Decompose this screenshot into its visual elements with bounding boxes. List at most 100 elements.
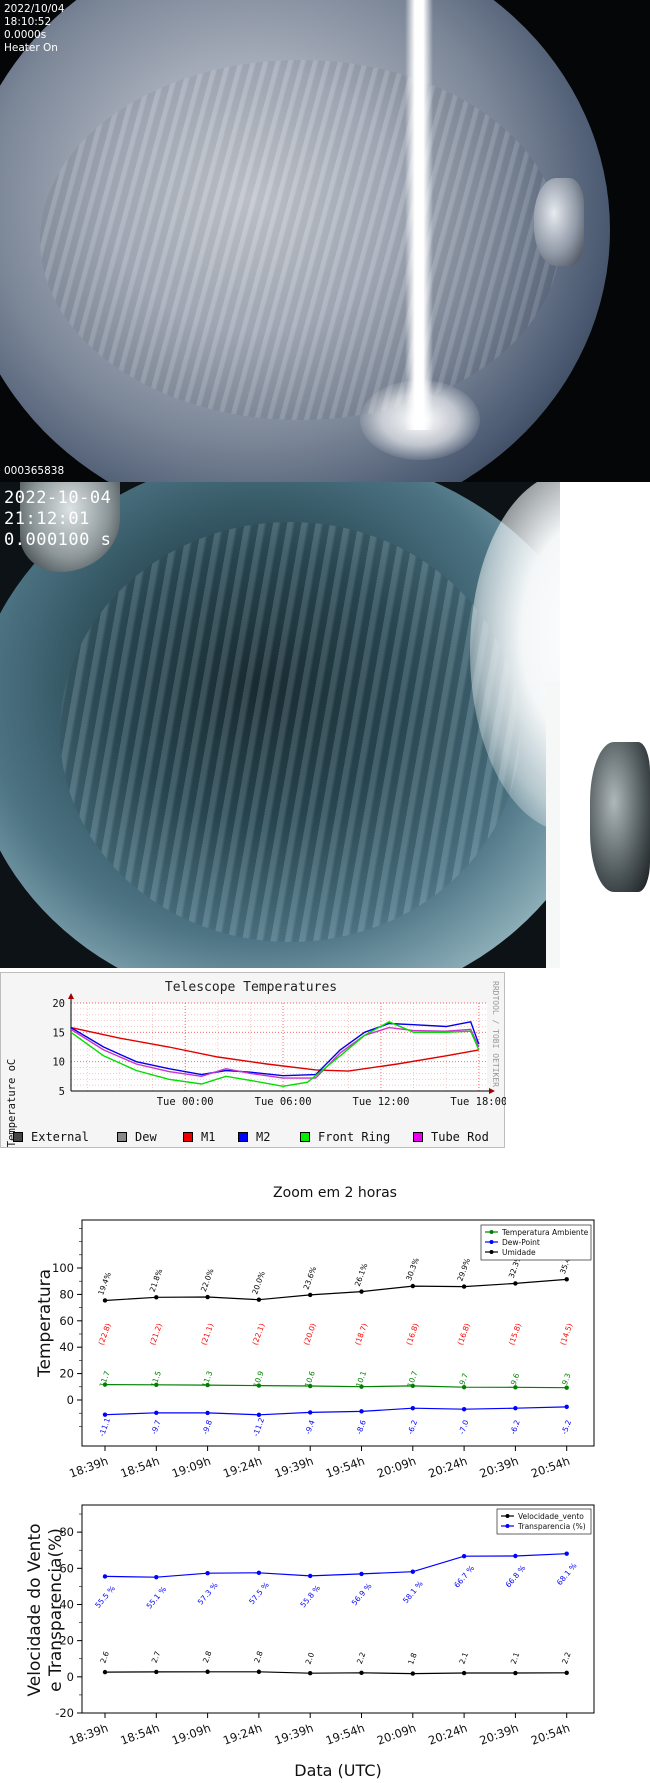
x-tick-label: Tue 12:00 <box>353 1096 410 1108</box>
camera2-date: 2022-10-04 <box>4 488 112 508</box>
data-point <box>461 1284 467 1289</box>
data-point <box>256 1297 262 1302</box>
legend-swatch <box>117 1132 127 1142</box>
data-point <box>154 1574 159 1580</box>
transparency-label: 55.8 % <box>298 1583 322 1609</box>
legend-label: Front Ring <box>318 1130 391 1144</box>
dew-depression-label: (22.8) <box>97 1322 113 1346</box>
dew-point-label: -5.2 <box>560 1419 574 1436</box>
camera1-date: 2022/10/04 <box>4 3 65 15</box>
wind-label: 2.8 <box>201 1650 214 1665</box>
top-legend-box <box>480 1224 592 1261</box>
x-tick-label: 20:54h <box>529 1721 572 1748</box>
legend-marker-temperature <box>489 1230 494 1234</box>
data-point <box>205 1382 210 1388</box>
data-point <box>564 1385 569 1390</box>
legend-label: External <box>31 1130 89 1144</box>
allsky-camera-2-image: 2022-10-04 21:12:01 0.000100 s <box>0 482 650 968</box>
x-tick-label: 19:54h <box>324 1454 367 1481</box>
legend-item-front-ring: Front Ring <box>300 1130 390 1144</box>
sun-glare-ray <box>405 0 433 430</box>
data-point <box>308 1383 313 1389</box>
temperature-label: 10.1 <box>354 1370 368 1389</box>
dew-point-label: -6.2 <box>508 1419 522 1436</box>
data-point <box>205 1669 210 1674</box>
dew-depression-label: (20.0) <box>302 1322 318 1346</box>
transparency-label: 57.3 % <box>196 1581 220 1607</box>
y-tick-label: 0 <box>67 1393 74 1407</box>
wind-label: 2.6 <box>98 1650 111 1665</box>
dew-point-label: -11.2 <box>251 1416 266 1438</box>
camera1-time: 18:10:52 <box>4 16 52 28</box>
data-point <box>256 1412 262 1417</box>
data-point <box>308 1671 313 1676</box>
data-point <box>564 1277 569 1282</box>
x-tick-label: 20:54h <box>529 1454 572 1481</box>
y-tick-label: -20 <box>55 1706 74 1720</box>
legend-label: M1 <box>201 1130 216 1144</box>
humidity-label: 22.0% <box>199 1267 216 1292</box>
telescope-dome <box>534 178 584 266</box>
chart-axes: 5 10 15 20 Tue 00:00 Tue 06:00 Tue 12:00 Tue 18… <box>52 993 506 1108</box>
top-y-axis-label: Temperatura <box>35 1269 55 1378</box>
legend-swatch <box>238 1132 248 1142</box>
data-point <box>359 1571 364 1577</box>
humidity-label: 19.4% <box>96 1271 113 1296</box>
y-tick-label: 40 <box>59 1340 74 1354</box>
data-point <box>102 1669 108 1675</box>
temperature-label: 9.6 <box>509 1372 522 1387</box>
dew-point-label: -7.0 <box>457 1419 471 1436</box>
camera1-exposure: 0.0000s <box>4 29 47 41</box>
legend-transparencia: Transparencia (%) <box>517 1522 586 1531</box>
humidity-label: 21.8% <box>148 1268 165 1293</box>
telescope-dome-right <box>590 742 650 892</box>
x-tick-label: 18:39h <box>67 1721 110 1748</box>
cloud-streaks <box>40 60 560 420</box>
wind-label: 2.7 <box>150 1650 163 1665</box>
chart-legend: External Dew M1 M2 Front Ring Tube Rod <box>13 1130 503 1146</box>
data-point <box>513 1281 518 1286</box>
data-point <box>359 1289 364 1294</box>
cloud-streaks <box>60 522 520 942</box>
humidity-label: 26.1% <box>353 1262 370 1287</box>
transparency-label: 55.5 % <box>93 1584 117 1610</box>
data-point <box>256 1383 262 1388</box>
temperature-label: 9.3 <box>560 1372 573 1387</box>
dew-point-label: -9.7 <box>149 1419 163 1436</box>
data-point <box>513 1553 518 1559</box>
x-tick-label: Tue 00:00 <box>157 1096 214 1108</box>
legend-label: Tube Rod <box>431 1130 489 1144</box>
data-point <box>102 1382 108 1387</box>
data-point <box>102 1574 108 1579</box>
rrdtool-credit: RRDTOOL / TOBI OETIKER <box>491 981 500 1087</box>
x-tick-label: 18:39h <box>67 1454 110 1481</box>
wind-label: 2.2 <box>355 1651 368 1666</box>
x-tick-label: Tue 18:00 <box>450 1096 506 1108</box>
data-point <box>513 1405 518 1411</box>
y-tick-label: 80 <box>59 1287 74 1301</box>
zoom-2h-chart: Zoom em 2 horas Temperatura Velocidade d… <box>25 1185 595 1780</box>
data-point <box>308 1292 313 1298</box>
data-point <box>102 1298 108 1303</box>
dew-depression-label: (21.2) <box>148 1322 164 1346</box>
x-tick-label: 19:24h <box>221 1721 264 1748</box>
x-tick-label: 19:54h <box>324 1721 367 1748</box>
legend-marker-transparency <box>505 1524 510 1528</box>
data-point <box>102 1412 108 1417</box>
y-tick-label: 60 <box>59 1314 74 1328</box>
chart-grid <box>71 1002 487 1092</box>
legend-marker-wind <box>505 1514 510 1518</box>
y-tick-label: 20 <box>59 1634 74 1648</box>
sun-glare <box>360 380 480 460</box>
data-point <box>513 1385 518 1390</box>
series-line-tube-rod <box>70 1026 480 1079</box>
series-line-1 <box>104 1553 567 1578</box>
data-point <box>461 1407 467 1412</box>
y-tick-label: 80 <box>59 1525 74 1539</box>
legend-swatch <box>13 1132 23 1142</box>
legend-swatch <box>183 1132 193 1142</box>
data-point <box>359 1670 364 1676</box>
series-line-0 <box>104 1384 567 1389</box>
legend-item-tube-rod: Tube Rod <box>413 1130 489 1144</box>
legend-label: M2 <box>256 1130 271 1144</box>
